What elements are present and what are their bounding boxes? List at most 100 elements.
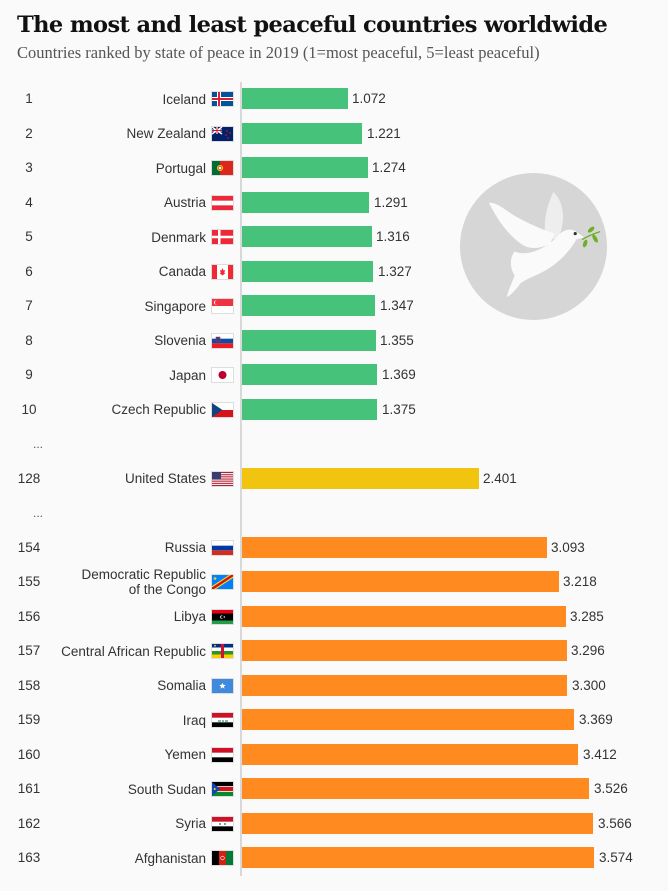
flag-russia-icon bbox=[212, 540, 233, 555]
country-label: Yemen bbox=[164, 747, 206, 762]
bar bbox=[242, 467, 479, 489]
value-label: 3.526 bbox=[594, 781, 628, 796]
bar-row-iceland: 1 Iceland 1.072 bbox=[0, 82, 668, 116]
value-label: 1.316 bbox=[376, 229, 410, 244]
bar bbox=[242, 812, 594, 834]
flag-central-african-republic-icon bbox=[212, 644, 233, 658]
bar bbox=[242, 226, 372, 247]
bar-row-dr-congo: 155 Democratic Republic of the Congo 3.21… bbox=[0, 565, 668, 599]
bar-row-afghanistan: 163 Afghanistan 3.574 bbox=[0, 841, 668, 875]
value-label: 1.072 bbox=[352, 91, 386, 106]
bar bbox=[242, 122, 363, 144]
flag-syria-icon bbox=[212, 816, 233, 831]
bar-row-yemen: 160 Yemen 3.412 bbox=[0, 738, 668, 772]
value-label: 1.327 bbox=[378, 263, 412, 279]
rank-label: 156 bbox=[17, 608, 41, 624]
bar-row-iraq: 159 Iraq 3.369 bbox=[0, 703, 668, 737]
bar-row-portugal: 3 Portugal 1.274 bbox=[0, 151, 668, 185]
country-label: Singapore bbox=[144, 298, 206, 314]
chart-title: The most and least peaceful countries wo… bbox=[17, 12, 608, 38]
bar bbox=[242, 88, 348, 109]
value-label: 3.300 bbox=[572, 677, 606, 693]
country-label: Libya bbox=[173, 609, 206, 624]
chart-subtitle: Countries ranked by state of peace in 20… bbox=[17, 43, 540, 62]
bar bbox=[242, 157, 368, 178]
bar bbox=[242, 260, 373, 282]
country-label-line1: Democratic Republic bbox=[81, 567, 206, 582]
bar-row-russia: 154 Russia 3.093 bbox=[0, 531, 668, 565]
country-label: Iceland bbox=[162, 91, 206, 107]
value-label: 3.285 bbox=[570, 608, 604, 624]
rank-label: 6 bbox=[25, 263, 33, 279]
bar bbox=[242, 605, 566, 627]
bar-row-libya: 156 Libya 3.285 bbox=[0, 600, 668, 634]
bar-row-slovenia: 8 Slovenia 1.355 bbox=[0, 324, 668, 358]
bar-row-canada: 6 Canada 1.327 bbox=[0, 255, 668, 289]
country-label: Russia bbox=[164, 540, 206, 555]
value-label: 1.347 bbox=[380, 298, 414, 313]
flag-yemen-icon bbox=[212, 747, 233, 762]
flag-canada-icon bbox=[212, 264, 233, 279]
bar-row-czech-republic: 10 Czech Republic 1.375 bbox=[0, 393, 668, 427]
flag-japan-icon bbox=[212, 368, 233, 382]
flag-czech-republic-icon bbox=[212, 402, 233, 417]
bar bbox=[242, 674, 568, 696]
value-label: 1.369 bbox=[382, 367, 416, 382]
bar bbox=[242, 398, 378, 420]
bar bbox=[242, 743, 579, 765]
value-label: 3.574 bbox=[599, 850, 633, 865]
country-label: Afghanistan bbox=[134, 850, 206, 866]
flag-south-sudan-icon bbox=[212, 782, 233, 796]
value-label: 1.274 bbox=[372, 160, 406, 175]
rank-label: 163 bbox=[17, 850, 41, 865]
value-label: 2.401 bbox=[483, 470, 517, 486]
country-label: Japan bbox=[169, 367, 206, 383]
country-label: Austria bbox=[163, 195, 206, 210]
bar bbox=[242, 778, 590, 799]
country-label: Canada bbox=[158, 264, 206, 279]
axis-baseline bbox=[240, 82, 242, 876]
country-label: New Zealand bbox=[126, 126, 206, 141]
rank-label: 158 bbox=[17, 677, 41, 693]
rank-label: 7 bbox=[25, 298, 33, 313]
country-label: United States bbox=[124, 471, 206, 486]
flag-iraq-icon bbox=[212, 713, 233, 727]
flag-united-states-icon bbox=[212, 471, 233, 486]
rank-label: 162 bbox=[17, 815, 41, 831]
flag-dr-congo-icon bbox=[212, 575, 233, 589]
rank-label: 2 bbox=[25, 125, 33, 141]
value-label: 1.375 bbox=[382, 401, 416, 417]
bar bbox=[242, 191, 370, 213]
value-label: 3.566 bbox=[598, 815, 632, 831]
rank-label: 128 bbox=[17, 470, 41, 486]
value-label: 3.093 bbox=[551, 539, 585, 555]
rank-label: 10 bbox=[21, 401, 37, 417]
country-label: South Sudan bbox=[127, 781, 206, 797]
bar bbox=[242, 847, 594, 868]
flag-denmark-icon bbox=[212, 230, 233, 244]
rank-label: 5 bbox=[25, 229, 33, 244]
rank-label: 155 bbox=[17, 574, 41, 589]
bar-row-somalia: 158 Somalia 3.300 bbox=[0, 669, 668, 703]
bar bbox=[242, 571, 559, 592]
flag-portugal-icon bbox=[212, 161, 233, 175]
rank-label: 161 bbox=[17, 781, 41, 796]
rank-gap-ellipsis: ... bbox=[32, 437, 43, 451]
country-label-line2: of the Congo bbox=[128, 582, 206, 597]
country-label: Syria bbox=[175, 816, 206, 831]
bar bbox=[242, 536, 547, 558]
bar bbox=[242, 640, 567, 661]
country-label: Czech Republic bbox=[111, 402, 206, 417]
country-label: Democratic Republic of the Congo bbox=[81, 565, 206, 599]
rank-label: 1 bbox=[25, 91, 33, 106]
rank-label: 9 bbox=[25, 367, 33, 382]
bar bbox=[242, 364, 377, 385]
value-label: 1.221 bbox=[367, 125, 401, 141]
value-label: 3.218 bbox=[563, 574, 597, 589]
rank-label: 157 bbox=[17, 643, 41, 658]
rank-label: 160 bbox=[17, 746, 41, 762]
bar-row-denmark: 5 Denmark 1.316 bbox=[0, 220, 668, 254]
bar-row-singapore: 7 Singapore 1.347 bbox=[0, 289, 668, 323]
rank-label: 8 bbox=[25, 332, 33, 348]
bar-row-syria: 162 Syria 3.566 bbox=[0, 807, 668, 841]
